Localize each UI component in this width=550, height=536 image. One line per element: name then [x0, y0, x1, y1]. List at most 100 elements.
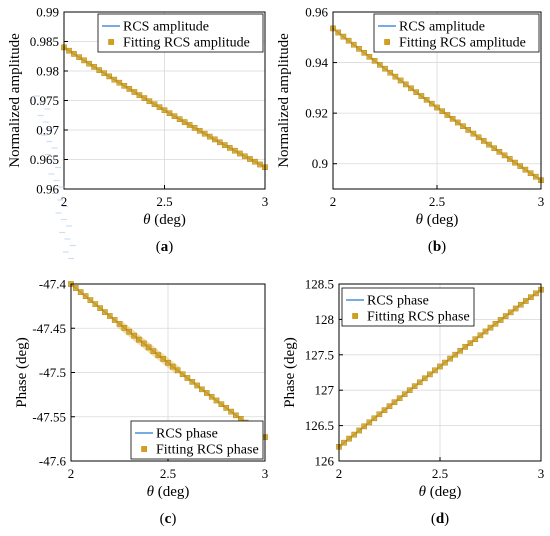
- fit-marker: [346, 435, 352, 442]
- y-tick-label: 0.97: [36, 123, 59, 138]
- fit-marker: [376, 411, 383, 418]
- fit-marker: [422, 375, 428, 382]
- fit-marker: [131, 89, 138, 95]
- fit-marker: [381, 407, 388, 414]
- fit-marker: [184, 375, 191, 381]
- fit-marker: [507, 156, 513, 162]
- fit-marker: [102, 309, 108, 315]
- x-axis-label: θ (deg): [419, 484, 462, 500]
- fit-marker: [140, 340, 147, 347]
- fit-marker: [76, 54, 82, 60]
- fit-marker: [206, 133, 213, 140]
- fit-marker: [356, 427, 363, 434]
- fit-marker: [91, 64, 97, 70]
- panel-caption: (a): [156, 239, 174, 255]
- fit-marker: [382, 65, 388, 72]
- fit-marker: [211, 136, 218, 143]
- fit-marker: [208, 394, 215, 400]
- y-axis-label: Phase (deg): [282, 337, 298, 407]
- x-tick-label: 2.5: [156, 194, 172, 209]
- fit-marker: [517, 163, 523, 169]
- x-tick-label: 2.5: [432, 466, 448, 481]
- x-tick-label: 2: [336, 466, 343, 481]
- fit-marker: [111, 76, 118, 83]
- fit-marker: [391, 399, 398, 406]
- fit-marker: [101, 70, 107, 76]
- fit-marker: [335, 29, 342, 36]
- fit-marker: [161, 107, 168, 113]
- fit-marker: [191, 125, 198, 131]
- fit-marker: [151, 101, 158, 107]
- fit-marker: [351, 431, 358, 438]
- fit-marker: [366, 419, 373, 426]
- fit-marker: [257, 161, 263, 168]
- y-tick-label: 0.94: [305, 55, 328, 70]
- legend-label: RCS phase: [367, 294, 429, 309]
- fit-marker: [136, 336, 142, 343]
- fit-marker: [92, 301, 99, 307]
- panel-b: 2 2.5 3 0.9 0.92 0.94 0.96 θ (deg) Normalized am…: [276, 5, 544, 256]
- fit-marker: [216, 139, 223, 146]
- fit-marker: [447, 355, 453, 362]
- fit-marker: [387, 69, 394, 76]
- fit-marker: [116, 321, 123, 327]
- y-tick-label: -47.55: [32, 409, 66, 424]
- y-tick-label: 0.98: [36, 64, 59, 79]
- fit-marker: [472, 336, 479, 343]
- fit-marker: [455, 119, 461, 126]
- fit-marker: [377, 62, 383, 68]
- artifact-band: [34, 95, 76, 260]
- legend-marker-swatch: [352, 313, 358, 319]
- fit-marker: [186, 122, 193, 128]
- y-tick-label: 0.92: [305, 106, 328, 121]
- fit-marker: [366, 54, 373, 60]
- fit-marker: [401, 391, 408, 398]
- fit-marker: [169, 363, 176, 370]
- y-tick-label: 0.975: [30, 93, 59, 108]
- x-axis-label: θ (deg): [416, 212, 459, 228]
- fit-marker: [116, 79, 123, 86]
- fit-marker: [481, 138, 487, 144]
- fit-marker: [145, 344, 152, 351]
- fit-marker: [87, 297, 94, 303]
- fit-marker: [156, 104, 163, 110]
- fit-marker: [512, 305, 519, 312]
- fit-marker: [418, 93, 425, 99]
- fit-marker: [533, 290, 539, 297]
- fit-marker: [501, 152, 508, 159]
- fit-marker: [226, 145, 233, 151]
- legend-box: [130, 420, 264, 460]
- fit-marker: [427, 371, 433, 378]
- y-tick-label: 0.96: [36, 182, 59, 197]
- fit-marker: [341, 439, 347, 446]
- fit-marker: [126, 86, 133, 92]
- legend-label: Fitting RCS phase: [156, 443, 259, 458]
- fit-marker: [512, 159, 518, 166]
- legend-label: Fitting RCS amplitude: [123, 36, 250, 51]
- fit-marker: [460, 123, 466, 129]
- fit-marker: [340, 33, 347, 40]
- x-axis-label: θ (deg): [147, 484, 190, 500]
- y-axis-label: Phase (deg): [14, 337, 30, 407]
- y-tick-label: 126.5: [305, 418, 334, 433]
- y-tick-label: 128: [315, 312, 335, 327]
- legend-marker-swatch: [108, 39, 114, 45]
- fit-marker: [486, 141, 492, 148]
- y-tick-label: 127: [315, 383, 335, 398]
- legend-label: RCS amplitude: [399, 20, 485, 35]
- fit-marker: [218, 401, 225, 408]
- fit-marker: [221, 142, 228, 148]
- fit-marker: [386, 403, 393, 410]
- fit-marker: [497, 317, 504, 323]
- fit-marker: [417, 379, 423, 386]
- fit-marker: [174, 367, 181, 374]
- fit-marker: [223, 405, 230, 411]
- y-tick-label: 0.9: [312, 156, 328, 171]
- fit-marker: [507, 309, 514, 316]
- fit-marker: [86, 60, 92, 67]
- fit-marker: [136, 92, 143, 98]
- fit-marker: [106, 73, 112, 80]
- fit-marker: [165, 360, 171, 366]
